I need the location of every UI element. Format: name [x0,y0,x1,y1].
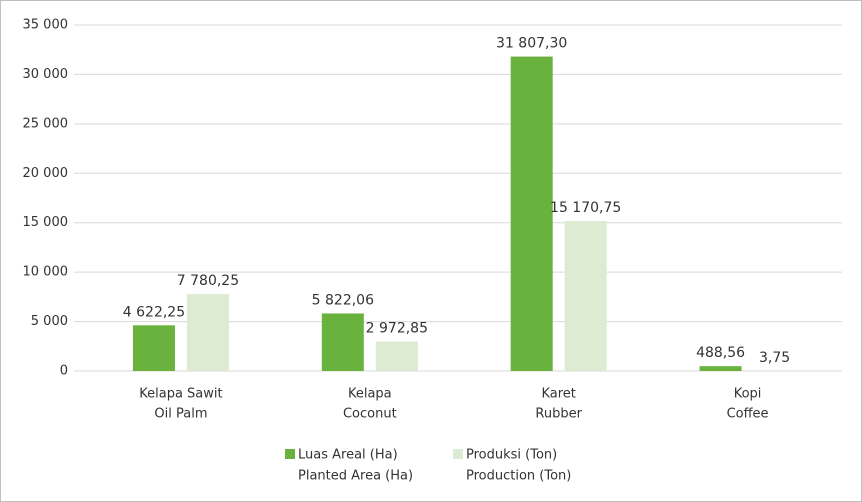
value-label: 3,75 [759,350,790,366]
legend-label: Production (Ton) [466,469,571,484]
legend-label: Produksi (Ton) [466,448,557,463]
x-tick-label: Coffee [727,407,769,422]
legend-swatch [453,449,463,459]
legend-swatch [285,449,295,459]
y-tick-label: 20 000 [23,166,69,181]
x-tick-label: Kelapa Sawit [139,387,222,402]
value-label: 31 807,30 [496,36,567,52]
y-tick-label: 10 000 [23,265,69,280]
value-label: 4 622,25 [123,304,185,320]
y-tick-label: 30 000 [23,67,69,82]
value-label: 7 780,25 [177,273,239,289]
bar [564,221,607,371]
value-label: 2 972,85 [366,321,428,337]
x-tick-label: Kopi [734,387,762,402]
bar [321,313,364,371]
legend-label: Luas Areal (Ha) [298,448,398,463]
bar [186,294,229,371]
legend-label: Planted Area (Ha) [298,469,413,484]
bar [510,56,553,371]
y-tick-label: 15 000 [23,215,69,230]
x-tick-label: Oil Palm [154,407,207,422]
y-tick-label: 5 000 [31,314,68,329]
value-label: 488,56 [696,345,745,361]
x-tick-label: Kelapa [348,387,392,402]
x-tick-label: Karet [541,387,575,402]
value-label: 15 170,75 [550,200,621,216]
x-tick-label: Coconut [343,407,397,422]
y-tick-label: 35 000 [23,18,69,33]
bar [699,366,742,371]
y-tick-label: 0 [60,364,68,379]
bar [375,341,418,371]
bar [132,325,175,371]
x-tick-label: Rubber [535,407,582,422]
y-tick-label: 25 000 [23,116,69,131]
value-label: 5 822,06 [312,292,374,308]
